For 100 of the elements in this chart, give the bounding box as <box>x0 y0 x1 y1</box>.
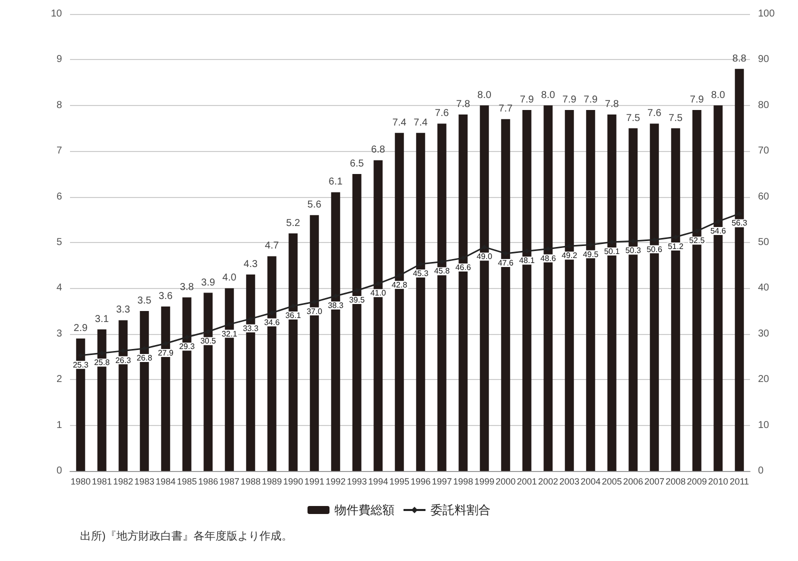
data-label: 49.2 <box>562 251 578 260</box>
data-label: 52.5 <box>689 236 706 246</box>
y2-tick-label: 20 <box>758 374 770 386</box>
x-tick-label: 1980 <box>70 476 91 486</box>
x-tick-label: 2005 <box>602 476 622 486</box>
point <box>716 218 721 224</box>
data-label: 26.8 <box>136 354 153 363</box>
y2-tick-label: 10 <box>758 420 770 431</box>
data-label: 7.8 <box>456 99 471 110</box>
data-label: 36.1 <box>285 311 302 320</box>
data-label: 50.1 <box>604 247 620 256</box>
x-tick-label: 1991 <box>304 476 324 486</box>
y-tick-label: 7 <box>56 146 62 157</box>
data-label: 7.9 <box>520 94 534 106</box>
y-tick-label: 2 <box>56 374 62 386</box>
y-tick-label: 6 <box>56 191 62 202</box>
y-tick-label: 10 <box>50 8 62 20</box>
data-label: 7.7 <box>498 104 514 115</box>
data-label: 7.6 <box>647 108 662 120</box>
x-tick-label: 1993 <box>346 476 367 486</box>
data-label: 49.0 <box>476 252 493 262</box>
x-tick-label: 1995 <box>389 476 410 486</box>
data-label: 8.0 <box>477 90 492 101</box>
y-tick-label: 9 <box>56 54 62 66</box>
x-tick-label: 2006 <box>623 476 644 486</box>
y-tick-label: 4 <box>56 282 62 294</box>
data-label: 5.6 <box>307 200 322 211</box>
data-label: 7.5 <box>668 112 684 124</box>
x-tick-label: 1985 <box>176 476 197 486</box>
x-tick-label: 1998 <box>453 476 474 486</box>
data-label: 25.8 <box>94 358 110 368</box>
data-label: 26.3 <box>115 356 132 365</box>
data-label: 50.3 <box>625 246 642 256</box>
data-label: 8.0 <box>711 90 726 101</box>
data-label: 48.1 <box>519 256 536 266</box>
point <box>396 272 402 278</box>
data-label: 48.6 <box>540 254 556 263</box>
data-label: 25.3 <box>72 360 89 370</box>
x-tick-label: 1988 <box>240 476 261 486</box>
x-tick-label: 2004 <box>580 476 601 486</box>
y2-tick-label: 80 <box>758 100 770 111</box>
data-label: 3.6 <box>158 290 174 302</box>
data-label: 54.6 <box>710 226 726 236</box>
data-label: 56.3 <box>732 218 748 228</box>
y2-tick-label: 60 <box>758 191 770 202</box>
data-label: 49.5 <box>582 250 599 259</box>
y-tick-label: 1 <box>56 420 62 431</box>
data-label: 6.5 <box>350 158 364 170</box>
x-tick-label: 1982 <box>113 476 134 486</box>
x-tick-label: 2000 <box>496 476 516 486</box>
x-tick-label: 1983 <box>134 476 154 486</box>
y2-tick-label: 40 <box>758 282 770 294</box>
text: 出所)『地方財政白書』各年度版より作成。 <box>80 530 293 542</box>
point <box>376 281 381 286</box>
data-label: 7.9 <box>584 94 598 106</box>
legend-label: 委託料割合 <box>430 503 490 517</box>
x-tick-label: 1989 <box>262 476 282 486</box>
x-tick-label: 2002 <box>538 476 558 486</box>
y2-tick-label: 30 <box>758 328 770 340</box>
x-tick-label: 2011 <box>730 476 750 486</box>
x-tick-label: 1999 <box>474 476 494 486</box>
data-label: 3.1 <box>94 314 110 325</box>
x-tick-label: 1990 <box>283 476 304 486</box>
y2-tick-label: 50 <box>758 237 770 248</box>
x-tick-label: 2010 <box>708 476 728 486</box>
x-tick-label: 1987 <box>219 476 240 486</box>
y2-tick-label: 70 <box>758 146 770 157</box>
data-label: 45.3 <box>412 268 429 278</box>
x-tick-label: 2003 <box>559 476 580 486</box>
data-label: 51.2 <box>668 242 684 252</box>
x-tick-label: 1981 <box>92 476 112 486</box>
data-label: 7.9 <box>690 94 704 106</box>
y2-tick-label: 0 <box>758 466 764 476</box>
data-label: 29.3 <box>179 342 196 352</box>
data-label: 6.1 <box>328 176 344 188</box>
data-label: 4.0 <box>222 272 237 284</box>
data-label: 4.7 <box>264 240 280 252</box>
data-label: 8.8 <box>732 53 747 64</box>
data-label: 39.5 <box>349 295 366 304</box>
data-label: 3.8 <box>180 282 194 293</box>
data-label: 34.6 <box>264 318 280 327</box>
x-tick-label: 1992 <box>326 476 346 486</box>
data-label: 38.3 <box>328 300 344 310</box>
data-label: 50.6 <box>646 244 663 254</box>
data-label: 5.2 <box>286 218 301 229</box>
x-tick-label: 1984 <box>156 476 176 486</box>
data-label: 30.5 <box>200 336 216 346</box>
data-label: 7.4 <box>392 117 407 128</box>
data-label: 7.8 <box>604 99 620 110</box>
x-tick-label: 2007 <box>644 476 664 486</box>
data-label: 33.3 <box>242 324 259 333</box>
data-label: 42.8 <box>392 280 408 290</box>
data-label: 8.0 <box>541 90 556 101</box>
y-tick-label: 0 <box>56 466 62 476</box>
y2-tick-label: 100 <box>758 8 776 20</box>
y-tick-label: 3 <box>56 328 62 340</box>
x-tick-label: 2008 <box>666 476 686 486</box>
data-label: 37.0 <box>306 306 323 316</box>
data-label: 27.9 <box>158 348 174 358</box>
x-tick-label: 1996 <box>410 476 431 486</box>
